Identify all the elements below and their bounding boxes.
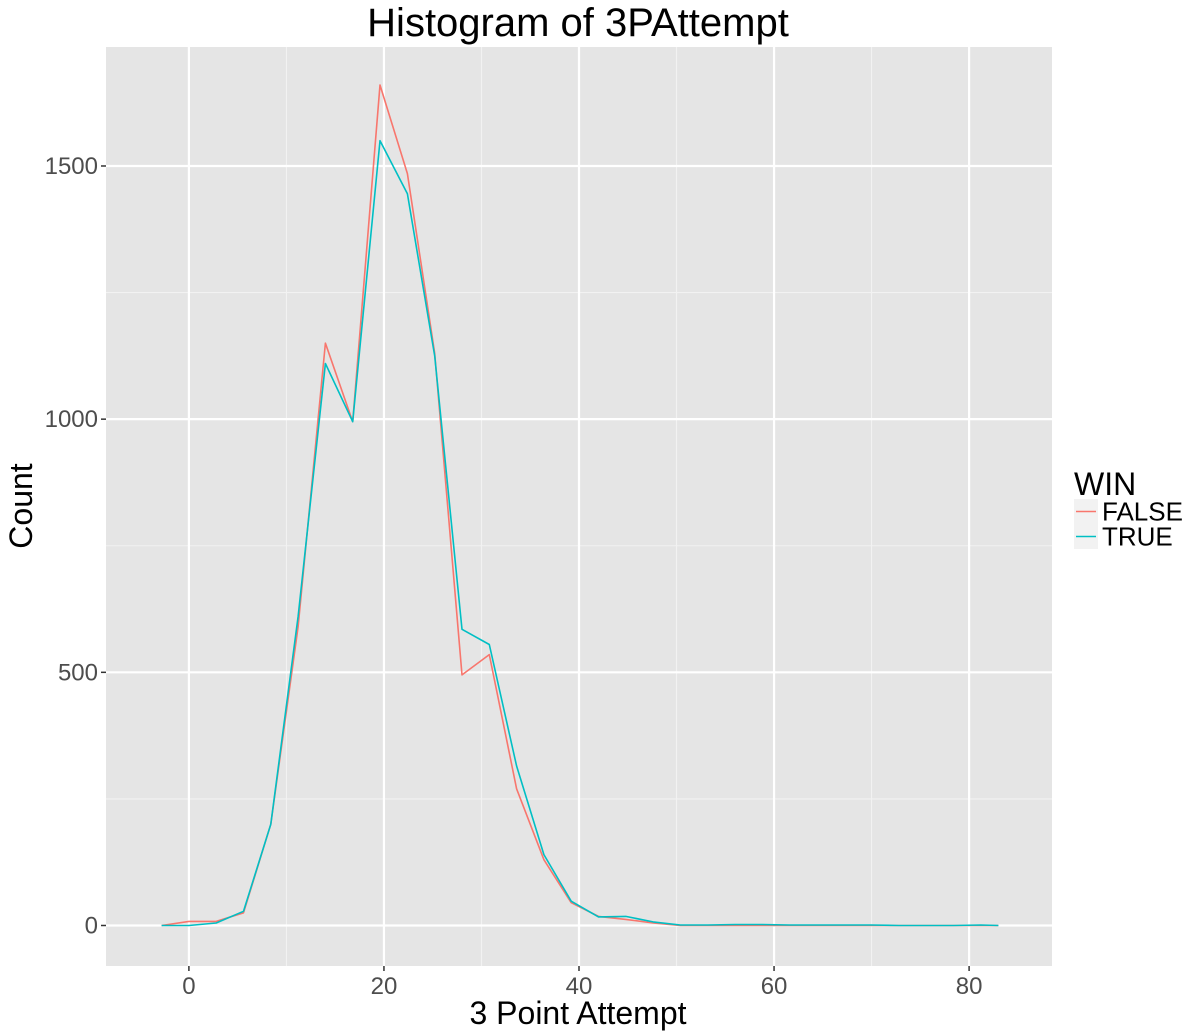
x-tick-label-2: 40 [566, 973, 593, 1000]
legend-title: WIN [1074, 466, 1136, 502]
y-tick-label-0: 0 [85, 912, 98, 939]
y-axis-ticks: 0 500 1000 1500 [45, 153, 106, 939]
series-lines [161, 84, 999, 927]
y-tick-label-3: 1500 [45, 153, 98, 180]
legend-label-false: FALSE [1102, 497, 1183, 527]
x-tick-label-4: 80 [956, 973, 983, 1000]
x-axis-title: 3 Point Attempt [469, 995, 686, 1031]
series-line-true [161, 139, 999, 927]
major-gridlines [106, 47, 1052, 966]
x-tick-label-3: 60 [761, 973, 788, 1000]
x-tick-label-1: 20 [371, 973, 398, 1000]
legend-label-true: TRUE [1102, 522, 1173, 552]
chart-title: Histogram of 3PAttempt [367, 1, 789, 45]
y-axis-title: Count [3, 463, 39, 549]
y-tick-label-1: 500 [58, 659, 98, 686]
y-tick-label-2: 1000 [45, 406, 98, 433]
x-tick-label-0: 0 [182, 973, 195, 1000]
x-axis-ticks: 0 20 40 60 80 [182, 966, 982, 1000]
